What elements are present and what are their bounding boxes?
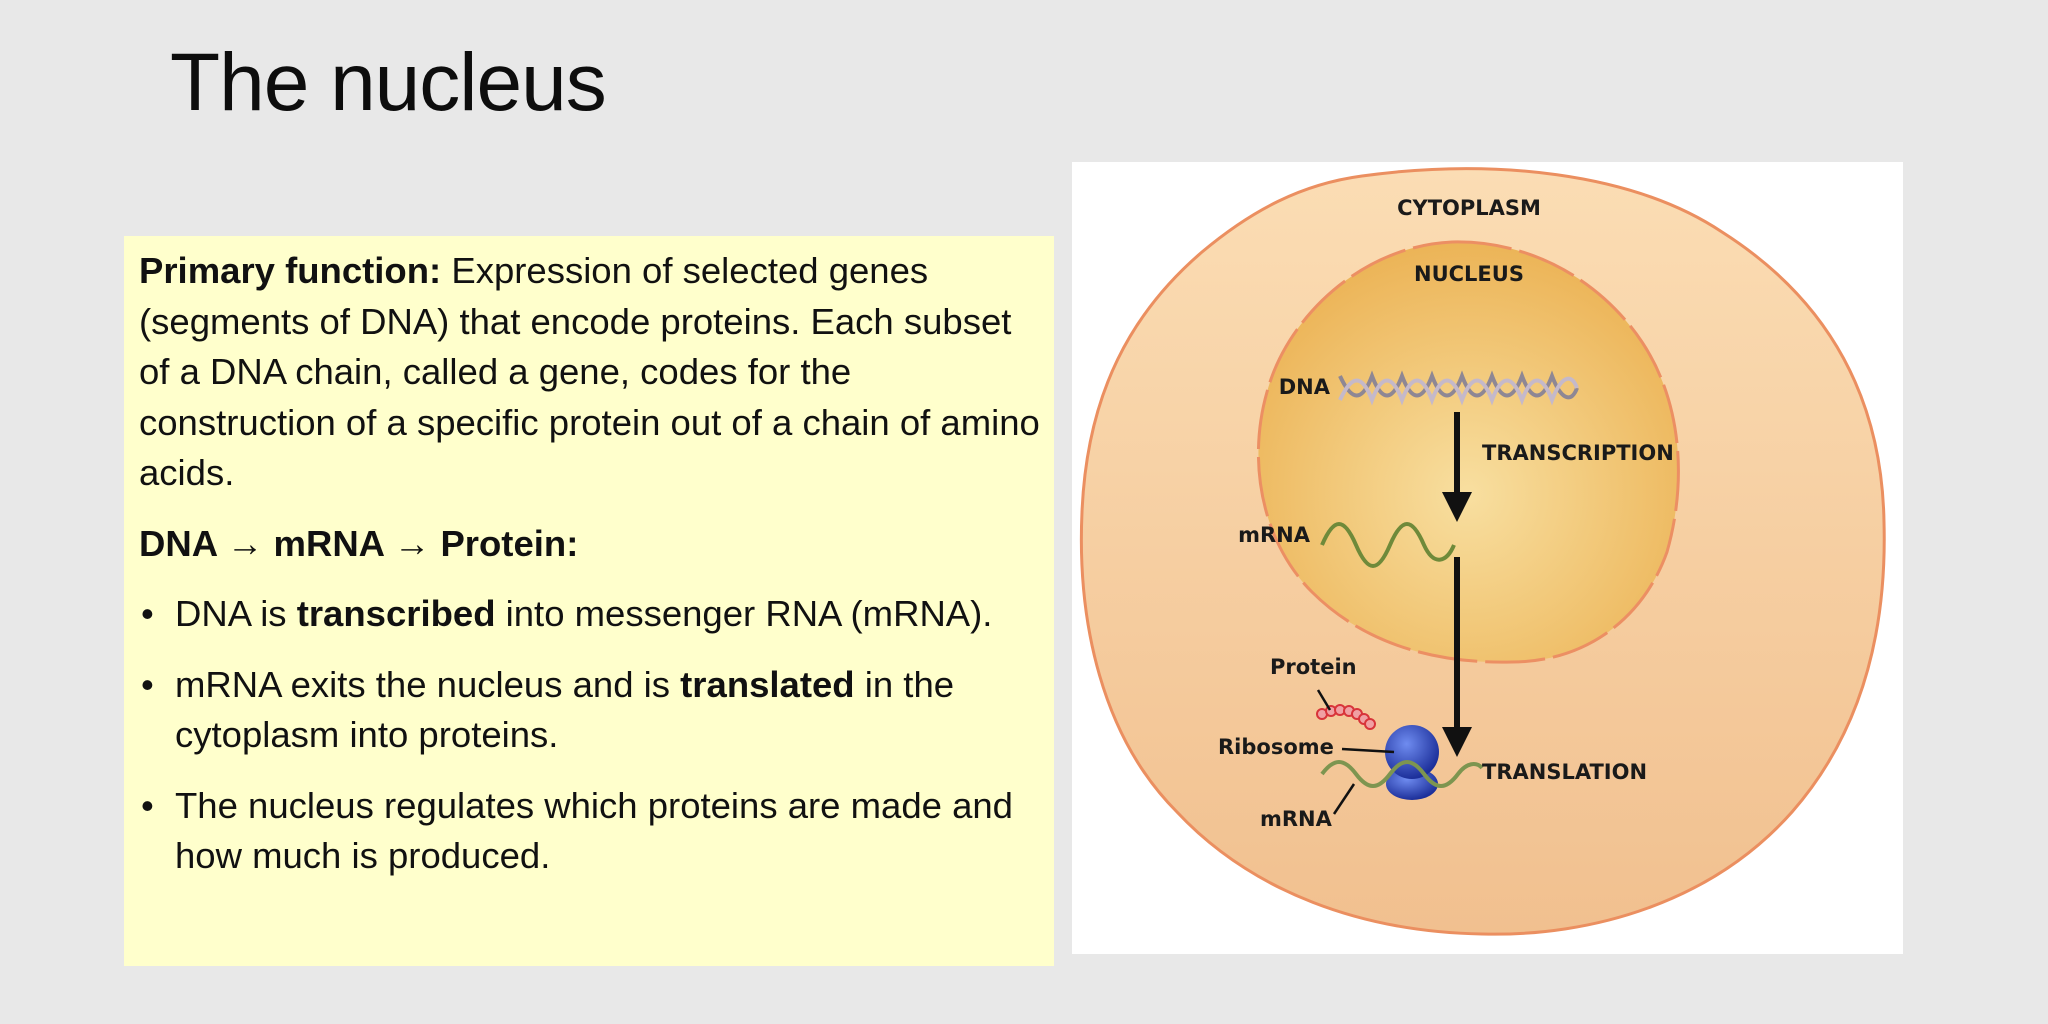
primary-function-paragraph: Primary function: Expression of selected… [139,246,1040,499]
dna-label: DNA [1279,375,1331,399]
transcription-label: TRANSCRIPTION [1482,441,1674,465]
primary-function-label: Primary function: [139,250,442,291]
nucleus-diagram: CYTOPLASM NUCLEUS DNA TRANSCRIPTION mRNA… [1072,162,1903,954]
mrna-label: mRNA [1238,523,1311,547]
dna-helix-icon [1338,370,1579,406]
nucleus-label: NUCLEUS [1414,262,1524,286]
slide-title: The nucleus [170,37,607,128]
bullet-icon: • [141,593,154,634]
bullet-item: • The nucleus regulates which proteins a… [139,781,1040,882]
text-panel: Primary function: Expression of selected… [124,236,1054,966]
bullet-icon: • [141,784,154,826]
cytoplasm-label: CYTOPLASM [1397,196,1541,220]
mrna-strand-cytoplasm-icon [1320,760,1484,788]
bullet-item: • DNA is transcribed into messenger RNA … [139,589,1040,640]
bullet-item: • mRNA exits the nucleus and is translat… [139,660,1040,761]
ribosome-label: Ribosome [1218,735,1334,759]
mrna-strand-icon [1320,522,1456,568]
bullet-icon: • [141,663,154,705]
mrna-pointer [1332,783,1356,815]
mrna-cytoplasm-label: mRNA [1260,807,1333,831]
ribosome-pointer [1341,747,1395,754]
protein-chain-icon [1316,704,1376,730]
protein-pointer [1316,689,1332,711]
bullet-list: • DNA is transcribed into messenger RNA … [139,589,1040,882]
primary-function-text: Expression of selected genes (segments o… [139,250,1040,493]
protein-label: Protein [1270,655,1357,679]
flow-heading: DNA → mRNA → Protein: [139,522,579,564]
translation-label: TRANSLATION [1482,760,1647,784]
